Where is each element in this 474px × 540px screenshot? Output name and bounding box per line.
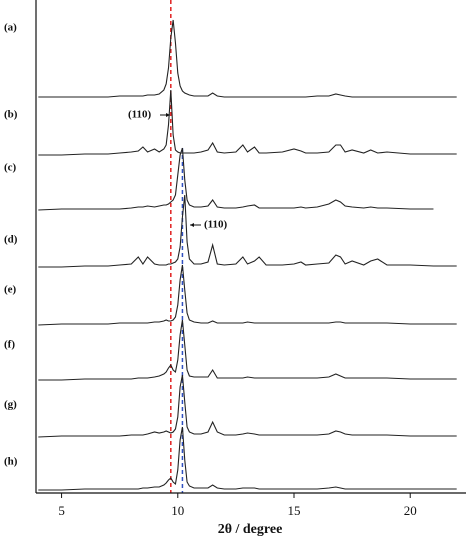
x-axis-label: 2θ / degree (218, 522, 283, 537)
annotation-arrowhead (166, 113, 170, 117)
x-tick-label: 20 (404, 503, 417, 518)
series-label: (c) (4, 162, 17, 174)
annotation-arrowhead (190, 223, 194, 227)
annotation: (110) (204, 219, 228, 231)
trace (38, 264, 457, 326)
trace (38, 426, 457, 491)
trace (38, 147, 434, 211)
series-label: (h) (4, 456, 18, 468)
x-tick-label: 10 (171, 503, 184, 518)
x-tick-label: 15 (288, 503, 301, 518)
trace (38, 319, 457, 381)
series-label: (f) (4, 339, 15, 351)
annotation: (110) (128, 109, 152, 121)
x-tick-label: 5 (58, 503, 65, 518)
trace (38, 194, 457, 268)
trace (38, 89, 457, 156)
trace (38, 19, 457, 98)
series-label: (e) (4, 284, 17, 296)
series-label: (b) (4, 109, 18, 121)
series-label: (a) (4, 22, 17, 34)
series-label: (g) (4, 399, 17, 411)
series-label: (d) (4, 234, 18, 246)
trace (38, 374, 457, 438)
